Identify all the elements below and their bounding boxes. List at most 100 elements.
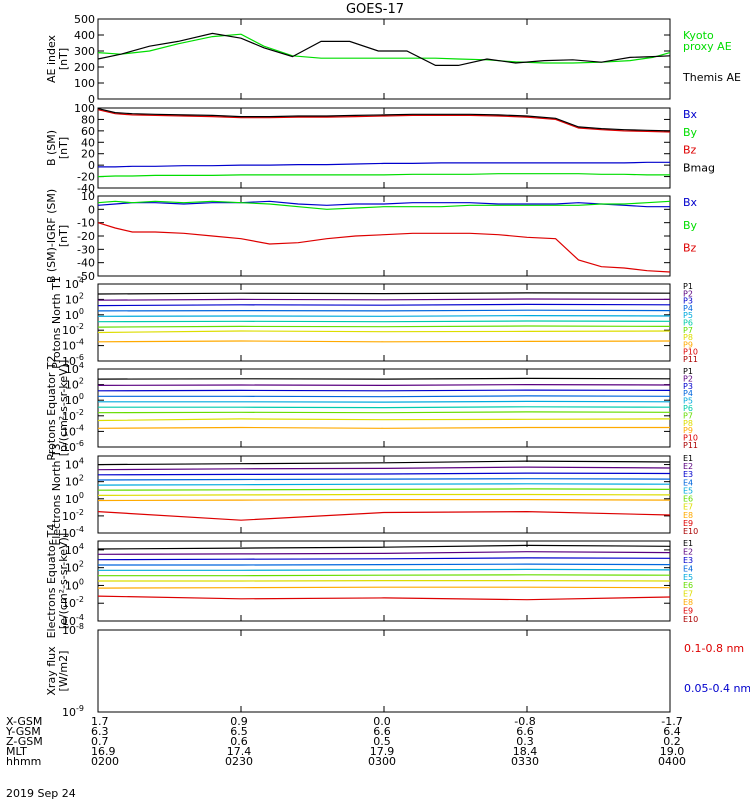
y-axis-label: Protons Equator T2[p/(cm²-s-sr-keV)]	[45, 355, 70, 460]
y-tick-label: -10	[77, 217, 95, 230]
y-tick-label: 400	[74, 29, 95, 42]
series-bmag	[97, 108, 671, 132]
legend-entry: E5	[683, 486, 693, 495]
y-axis-label: Electrons Equator T4[e/(cm²-s-sr-keV)]	[45, 524, 70, 639]
legend-entry: E4	[683, 564, 693, 573]
series-p9	[97, 426, 670, 429]
legend-entry: E4	[683, 478, 693, 487]
y-tick-label: 200	[74, 61, 95, 74]
y-tick-label: 104	[65, 276, 84, 291]
orbit-cell: 0.2	[663, 735, 681, 748]
y-tick-label: 300	[74, 45, 95, 58]
legend-entry: P9	[683, 426, 693, 435]
legend-entry: P1	[683, 367, 693, 376]
y-tick-label: 40	[81, 136, 95, 149]
panel-frame	[97, 283, 671, 362]
y-tick-label: 10-9	[62, 704, 84, 719]
legend-entry: P5	[683, 397, 693, 406]
orbit-cell: 6.6	[373, 725, 391, 738]
legend-entry: P11	[683, 441, 698, 450]
series-e2	[97, 466, 671, 471]
series-e1	[97, 544, 671, 550]
series-e7	[97, 493, 671, 496]
y-tick-label: 100	[65, 307, 84, 322]
y-tick-label: 500	[74, 13, 95, 26]
y-tick-label: -20	[77, 230, 95, 243]
y-axis-label: Electrons North T3	[50, 443, 63, 545]
y-tick-label: 10-8	[62, 622, 84, 637]
legend-entry: 0.1-0.8 nm	[684, 642, 744, 655]
series-by	[97, 173, 670, 178]
legend-entry: 0.05-0.4 nm	[684, 682, 750, 695]
series-e8	[97, 586, 671, 589]
legend-entry: P5	[683, 311, 693, 320]
series-themis-ae	[97, 32, 671, 67]
orbit-cell: 6.6	[516, 725, 534, 738]
y-tick-label: -40	[77, 182, 95, 195]
orbit-cell: -0.8	[514, 715, 535, 728]
legend-entry: Bz	[683, 144, 697, 157]
series-e8	[97, 499, 671, 502]
legend-entry: P6	[683, 404, 693, 413]
legend-entry: Bz	[683, 242, 697, 255]
orbit-cell: 0330	[511, 755, 539, 768]
y-tick-label: 10-4	[62, 338, 84, 353]
series-e4	[98, 563, 671, 566]
legend-entry: E1	[683, 539, 693, 548]
legend-entry: P7	[683, 326, 693, 335]
orbit-cell: -1.7	[661, 715, 682, 728]
orbit-cell: 17.9	[370, 745, 395, 758]
series-by	[97, 200, 671, 210]
y-tick-label: 80	[81, 113, 95, 126]
series-p4	[97, 309, 671, 312]
legend-entry: P9	[683, 340, 693, 349]
y-tick-label: -30	[77, 243, 95, 256]
legend-entry: Bx	[683, 108, 698, 121]
legend-entry: Kyoto	[683, 29, 714, 42]
series-p9	[97, 340, 671, 343]
legend-entry: P4	[683, 389, 693, 398]
legend-entry: E9	[683, 519, 693, 528]
legend-entry: By	[683, 219, 698, 232]
legend-entry: E8	[683, 598, 693, 607]
series-p7	[97, 411, 671, 414]
series-p4	[98, 395, 671, 398]
legend-entry: E2	[683, 462, 693, 471]
legend-entry: P1	[683, 282, 693, 291]
panel-frame	[97, 195, 671, 277]
y-axis-label: Xray flux[W/m2]	[45, 646, 70, 696]
orbit-cell: 0.5	[373, 735, 391, 748]
legend-entry: E9	[683, 607, 693, 616]
series-bx	[98, 161, 670, 168]
legend-entry: E10	[683, 615, 698, 624]
y-tick-label: 10-2	[62, 322, 84, 337]
series-e6	[98, 574, 671, 577]
orbit-cell: 0400	[658, 755, 686, 768]
legend-entry: Bmag	[683, 161, 715, 174]
series-e2	[97, 551, 671, 555]
series-p3	[97, 389, 671, 392]
series-p8	[97, 418, 671, 422]
legend-entry: P3	[683, 297, 693, 306]
y-tick-label: -40	[77, 257, 95, 270]
y-tick-label: 100	[65, 491, 84, 506]
legend-entry: Bx	[683, 196, 698, 209]
orbit-cell: 6.5	[230, 725, 248, 738]
series-e9	[97, 595, 671, 601]
series-p3	[97, 303, 671, 307]
legend-entry: E7	[683, 503, 693, 512]
orbit-row-label: Z-GSM	[6, 735, 43, 748]
orbit-row-label: MLT	[6, 745, 27, 758]
orbit-cell: 0.3	[516, 735, 534, 748]
panel-frame	[97, 629, 671, 713]
series-p5	[98, 400, 671, 403]
legend-entry: E2	[683, 547, 693, 556]
series-e9	[97, 510, 671, 521]
y-tick-label: 20	[81, 148, 95, 161]
legend-entry: E6	[683, 495, 693, 504]
